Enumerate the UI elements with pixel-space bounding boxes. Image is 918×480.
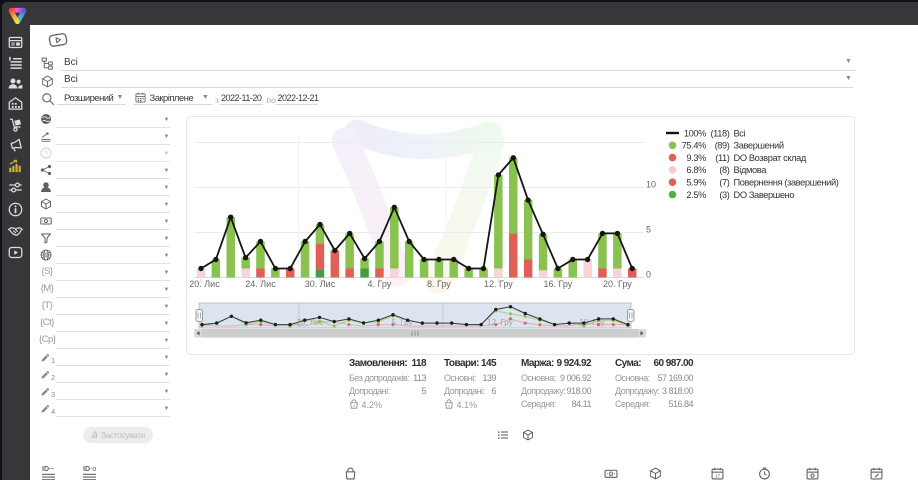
svg-text:(11): (11) bbox=[715, 153, 730, 163]
svg-text:17: 17 bbox=[715, 474, 721, 480]
svg-text:x: x bbox=[353, 403, 355, 407]
svg-text:Повернення (завершений): Повернення (завершений) bbox=[734, 178, 839, 188]
svg-text:x: x bbox=[448, 403, 450, 407]
svg-text:?: ? bbox=[44, 151, 48, 158]
svg-text:(118): (118) bbox=[710, 128, 729, 138]
svg-text:(8): (8) bbox=[719, 165, 729, 175]
svg-text:12. Гру: 12. Гру bbox=[484, 279, 513, 289]
svg-text:5. Гру: 5. Гру bbox=[391, 318, 412, 327]
svg-text:16. Гру: 16. Гру bbox=[544, 279, 573, 289]
svg-text:10: 10 bbox=[646, 180, 656, 190]
svg-text:Всі: Всі bbox=[734, 128, 746, 138]
svg-text:6.8%: 6.8% bbox=[686, 165, 706, 175]
svg-text:Відмова: Відмова bbox=[734, 165, 768, 175]
svg-text:(3): (3) bbox=[719, 190, 729, 200]
svg-text:4. Гру: 4. Гру bbox=[368, 279, 392, 289]
svg-text:0: 0 bbox=[646, 270, 651, 280]
svg-text:8. Гру: 8. Гру bbox=[427, 279, 451, 289]
svg-text:5: 5 bbox=[646, 225, 651, 235]
svg-text:5.9%: 5.9% bbox=[686, 178, 706, 188]
svg-text:30. Лис: 30. Лис bbox=[305, 279, 336, 289]
svg-text:75.4%: 75.4% bbox=[682, 141, 706, 151]
svg-text:20. Гру: 20. Гру bbox=[603, 279, 632, 289]
svg-text:24. Лис: 24. Лис bbox=[245, 279, 276, 289]
svg-text:(89): (89) bbox=[715, 141, 730, 151]
svg-text:DO Возврат склад: DO Возврат склад bbox=[734, 153, 807, 163]
svg-text:9.3%: 9.3% bbox=[686, 153, 706, 163]
svg-text:DO Завершено: DO Завершено bbox=[734, 190, 795, 200]
svg-text:(7): (7) bbox=[719, 178, 729, 188]
svg-text:28. Лис: 28. Лис bbox=[296, 318, 323, 327]
svg-text:20. Лис: 20. Лис bbox=[189, 279, 220, 289]
svg-text:Завершений: Завершений bbox=[734, 141, 784, 151]
svg-text:2.5%: 2.5% bbox=[686, 190, 706, 200]
svg-text:100%: 100% bbox=[684, 128, 706, 138]
